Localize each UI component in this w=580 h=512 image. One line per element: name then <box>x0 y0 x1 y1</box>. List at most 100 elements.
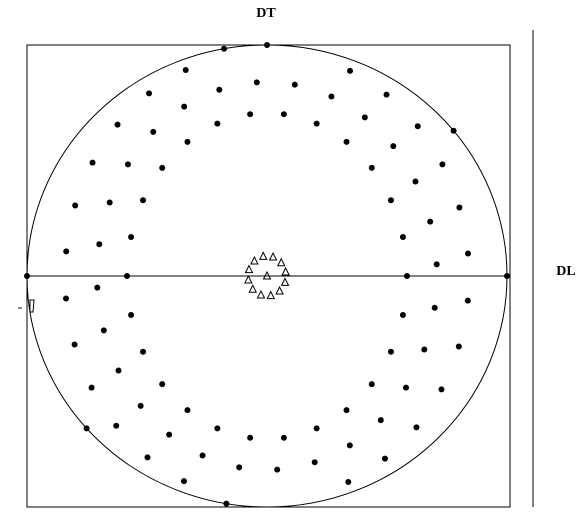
dot <box>343 407 350 414</box>
dot <box>216 86 223 93</box>
triangle <box>258 251 268 260</box>
dot <box>124 161 131 168</box>
edge-dot <box>504 273 510 279</box>
dot <box>96 241 103 248</box>
dot <box>184 138 191 145</box>
dot <box>115 367 122 374</box>
dot <box>399 233 406 240</box>
dot <box>346 442 353 449</box>
dot <box>159 381 166 388</box>
dot <box>433 261 440 268</box>
dot <box>439 161 446 168</box>
dot <box>280 434 287 441</box>
dot <box>214 425 221 432</box>
edge-dot <box>264 42 270 48</box>
dot <box>464 297 471 304</box>
triangle <box>268 251 278 261</box>
dot <box>399 312 406 319</box>
dot <box>347 67 354 74</box>
dot <box>253 79 260 86</box>
dot <box>414 123 421 130</box>
dot <box>438 386 445 393</box>
triangle <box>266 290 276 300</box>
triangle <box>248 284 258 293</box>
triangle <box>244 274 253 284</box>
dot <box>146 90 153 97</box>
dot <box>94 284 101 291</box>
dot <box>166 431 173 438</box>
dot <box>89 159 96 166</box>
dot <box>311 459 318 466</box>
dot <box>387 348 394 355</box>
dot <box>114 121 121 128</box>
dot <box>159 164 166 171</box>
triangle <box>281 266 290 276</box>
dot <box>383 91 390 98</box>
dot <box>71 341 78 348</box>
dot <box>214 120 221 127</box>
triangle <box>250 255 259 265</box>
triangle <box>280 277 290 286</box>
triangle <box>244 264 254 274</box>
triangle <box>276 257 286 267</box>
dot <box>421 346 428 353</box>
dot <box>106 199 113 206</box>
dot <box>313 120 320 127</box>
dot <box>247 434 254 441</box>
dot <box>456 204 463 211</box>
edge-dot <box>450 127 457 134</box>
dot <box>182 67 189 74</box>
dot <box>427 218 434 225</box>
dot <box>390 143 397 150</box>
dot <box>63 295 70 302</box>
top-label: DT <box>256 6 276 21</box>
dot <box>377 417 384 424</box>
dot <box>247 111 254 118</box>
triangle <box>262 270 272 280</box>
dot <box>412 178 419 185</box>
dot <box>361 114 368 121</box>
dot <box>181 103 188 110</box>
edge-dot <box>223 500 230 507</box>
dot <box>180 478 187 485</box>
dot <box>413 424 420 431</box>
dot <box>124 273 130 279</box>
dot <box>140 197 147 204</box>
dot <box>291 81 298 88</box>
dot <box>236 464 243 471</box>
dot <box>150 128 157 135</box>
dot <box>313 425 320 432</box>
edge-marker <box>29 299 35 313</box>
dot <box>404 273 410 279</box>
dot <box>387 197 394 204</box>
edge-dot <box>24 273 30 279</box>
dot <box>328 93 335 100</box>
dot <box>113 422 120 429</box>
dot <box>184 407 191 414</box>
dot <box>403 384 410 391</box>
dot <box>455 343 462 350</box>
dot <box>128 233 135 240</box>
dot <box>368 381 375 388</box>
left-mark: - <box>18 300 23 315</box>
dot <box>199 452 206 459</box>
edge-dot <box>83 425 90 432</box>
dot <box>100 327 107 334</box>
dot <box>431 304 438 311</box>
triangle <box>275 285 284 295</box>
dot <box>63 248 70 255</box>
right-label: DL <box>556 264 575 279</box>
dot <box>137 402 144 409</box>
dot <box>343 138 350 145</box>
dot <box>280 111 287 118</box>
dot <box>381 455 388 462</box>
dot <box>274 466 281 473</box>
dot <box>144 454 151 461</box>
dot <box>72 202 79 209</box>
dot <box>140 348 147 355</box>
dot <box>345 478 352 485</box>
triangle <box>256 289 266 299</box>
dot <box>368 164 375 171</box>
dot <box>128 312 135 319</box>
